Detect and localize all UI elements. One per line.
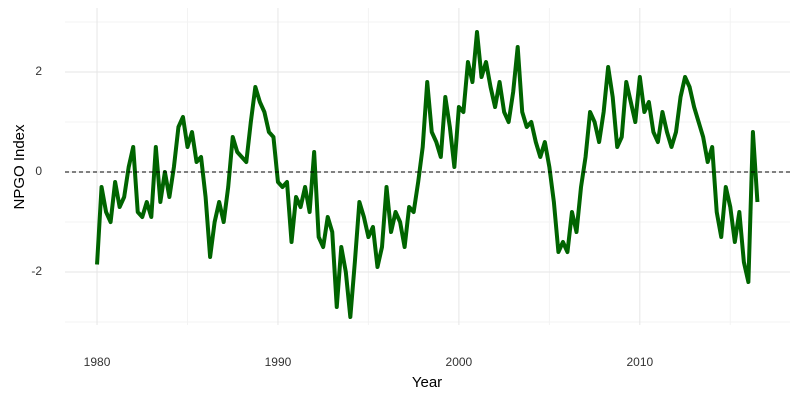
y-axis-title: NPGO Index xyxy=(11,124,28,210)
y-tick-label: 0 xyxy=(35,164,42,178)
y-tick-label: -2 xyxy=(31,264,42,278)
x-tick-label: 1980 xyxy=(84,355,111,369)
y-tick-label: 2 xyxy=(35,64,42,78)
x-tick-label: 1990 xyxy=(265,355,292,369)
line-series xyxy=(95,30,760,319)
x-axis-title: Year xyxy=(412,374,442,391)
x-tick-label: 2010 xyxy=(626,355,653,369)
x-tick-label: 2000 xyxy=(446,355,473,369)
